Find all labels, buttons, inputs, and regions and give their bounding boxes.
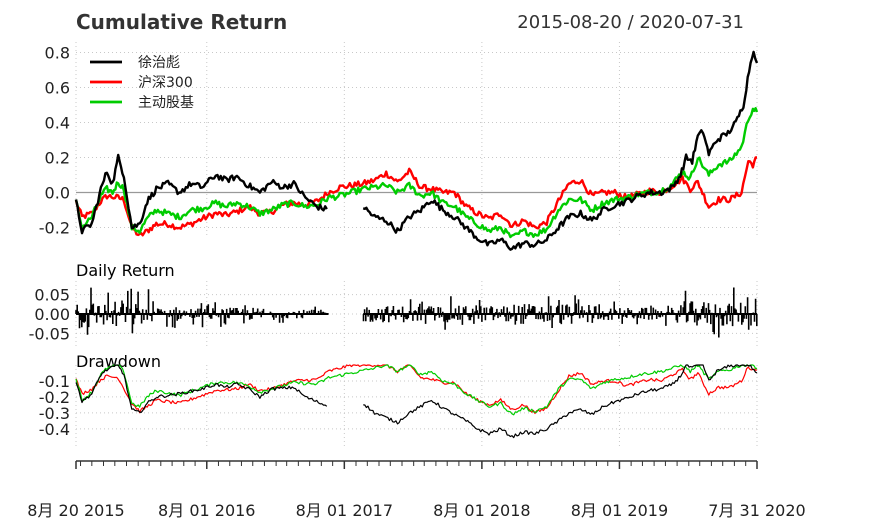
drawdown-line-沪深300 <box>75 364 758 415</box>
daily-ytick-label: -0.05 <box>29 324 70 343</box>
dd-ytick-label: -0.4 <box>39 420 70 439</box>
daily-ytick-label: 0.05 <box>34 286 70 305</box>
cum-ytick-label: 0.4 <box>45 114 70 133</box>
dd-ytick-label: -0.3 <box>39 404 70 423</box>
cum-ytick-label: 0.0 <box>45 184 70 203</box>
cum-ytick-label: 0.6 <box>45 79 70 98</box>
cumulative-line-沪深300 <box>74 156 757 237</box>
cumulative-line-主动股基 <box>74 107 759 239</box>
x-tick-label: 8月 01 2018 <box>433 501 530 520</box>
cum-ytick-label: 0.8 <box>45 44 70 63</box>
chart-title: Cumulative Return <box>76 10 287 34</box>
legend-label-2: 主动股基 <box>138 94 194 111</box>
x-tick-label: 8月 01 2016 <box>158 501 255 520</box>
legend-label-0: 徐治彪 <box>138 55 180 71</box>
daily-return-panel-title: Daily Return <box>76 261 175 280</box>
cum-ytick-label: -0.2 <box>39 219 70 238</box>
drawdown-panel: Drawdown -0.1-0.2-0.3-0.4 <box>39 352 758 448</box>
drawdown-line-徐治彪 <box>75 364 328 413</box>
drawdown-panel-title: Drawdown <box>76 352 161 371</box>
cumulative-line-徐治彪 <box>362 50 759 251</box>
dd-ytick-label: -0.1 <box>39 372 70 391</box>
dd-ytick-label: -0.2 <box>39 388 70 407</box>
daily-ytick-label: 0.00 <box>34 305 70 324</box>
x-tick-label: 8月 20 2015 <box>27 501 124 520</box>
drawdown-line-徐治彪 <box>363 364 758 439</box>
x-tick-label: 8月 01 2019 <box>571 501 668 520</box>
daily-return-panel: Daily Return 0.050.00-0.05 <box>29 261 758 347</box>
x-axis: 8月 20 2015 8月 01 2016 8月 01 2017 8月 01 2018… <box>27 460 806 520</box>
cumulative-return-panel: 0.8 0.6 0.4 0.2 0.0 -0.2 <box>39 42 759 251</box>
x-tick-label: 7月 31 2020 <box>708 501 805 520</box>
cumulative-line-徐治彪 <box>74 153 328 235</box>
x-tick-label: 8月 01 2017 <box>296 501 393 520</box>
legend-label-1: 沪深300 <box>138 75 193 91</box>
cum-ytick-label: 0.2 <box>45 149 70 168</box>
date-range-label: 2015-08-20 / 2020-07-31 <box>517 12 744 33</box>
drawdown-line-主动股基 <box>75 364 758 416</box>
